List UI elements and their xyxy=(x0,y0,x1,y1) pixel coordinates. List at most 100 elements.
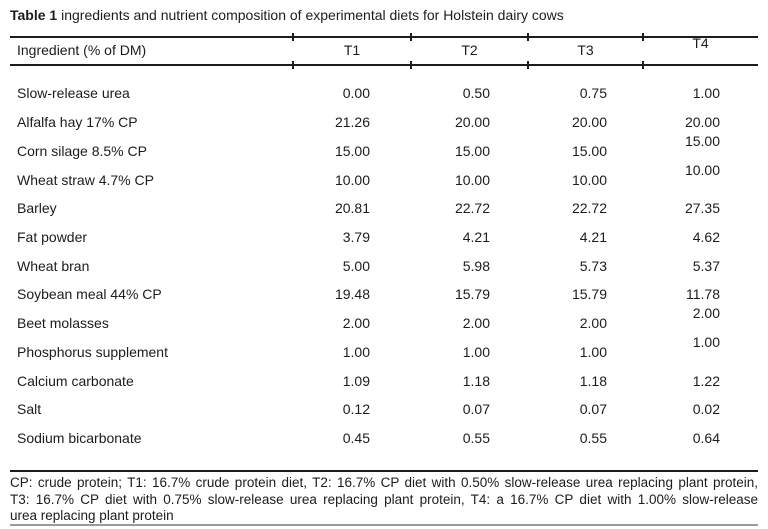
table-row: Corn silage 8.5% CP 15.00 15.00 15.00 15… xyxy=(10,132,758,165)
footnote-line: T3: 16.7% CP diet with 0.75% slow-releas… xyxy=(10,491,758,507)
table-row: Calcium carbonate 1.09 1.18 1.18 1.22 xyxy=(10,366,758,395)
value-cell-t3: 15.00 xyxy=(571,142,607,159)
value-cell-t1: 2.00 xyxy=(342,315,370,332)
value-cell-t1: 21.26 xyxy=(334,114,370,131)
value-cell-t1: 20.81 xyxy=(334,200,370,217)
value-cell-t4: 1.22 xyxy=(692,372,720,389)
table-row: Beet molasses 2.00 2.00 2.00 2.00 xyxy=(10,305,758,338)
value-cell-t3: 10.00 xyxy=(571,171,607,188)
value-cell-t3: 22.72 xyxy=(571,200,607,217)
value-cell-t2: 15.00 xyxy=(454,142,490,159)
value-cell-t3: 5.73 xyxy=(579,257,607,274)
ingredient-cell: Calcium carbonate xyxy=(17,372,134,389)
ingredient-cell: Wheat straw 4.7% CP xyxy=(17,171,154,188)
table-footnote: CP: crude protein; T1: 16.7% crude prote… xyxy=(10,475,758,525)
value-cell-t3: 20.00 xyxy=(571,114,607,131)
table-row: Phosphorus supplement 1.00 1.00 1.00 1.0… xyxy=(10,333,758,366)
table-row: Fat powder 3.79 4.21 4.21 4.62 xyxy=(10,223,758,252)
table-caption-text: ingredients and nutrient composition of … xyxy=(57,7,564,23)
table-row: Salt 0.12 0.07 0.07 0.02 xyxy=(10,395,758,424)
table-bottom-rule xyxy=(10,524,758,526)
column-header-t4: T4 xyxy=(692,35,709,51)
ingredient-cell: Barley xyxy=(17,200,57,217)
ingredient-cell: Corn silage 8.5% CP xyxy=(17,142,147,159)
ingredient-cell: Fat powder xyxy=(17,228,88,245)
value-cell-t3: 0.75 xyxy=(579,85,607,102)
value-cell-t2: 4.21 xyxy=(462,228,490,245)
footnote-line: CP: crude protein; T1: 16.7% crude prote… xyxy=(10,475,758,490)
footnote-line: urea replacing plant protein xyxy=(10,508,174,523)
value-cell-t1: 0.12 xyxy=(342,401,370,418)
value-cell-t4: 10.00 xyxy=(684,161,720,178)
column-divider-tick xyxy=(410,61,412,69)
column-header-t2: T2 xyxy=(461,42,478,58)
table-top-rule xyxy=(10,36,758,38)
ingredient-cell: Soybean meal 44% CP xyxy=(17,286,162,303)
value-cell-t2: 0.07 xyxy=(462,401,490,418)
value-cell-t4: 20.00 xyxy=(684,114,720,131)
value-cell-t4: 2.00 xyxy=(692,305,720,322)
value-cell-t2: 1.00 xyxy=(462,343,490,360)
table-row: Slow-release urea 0.00 0.50 0.75 1.00 xyxy=(10,79,758,108)
value-cell-t2: 15.79 xyxy=(454,286,490,303)
value-cell-t1: 10.00 xyxy=(334,171,370,188)
header-bottom-rule xyxy=(10,64,758,66)
value-cell-t3: 0.55 xyxy=(579,429,607,446)
table-row: Barley 20.81 22.72 22.72 27.35 xyxy=(10,194,758,223)
value-cell-t4: 5.37 xyxy=(692,257,720,274)
value-cell-t1: 0.00 xyxy=(342,85,370,102)
value-cell-t2: 0.55 xyxy=(462,429,490,446)
value-cell-t2: 20.00 xyxy=(454,114,490,131)
ingredient-cell: Salt xyxy=(17,401,42,418)
column-header-t3: T3 xyxy=(577,42,594,58)
value-cell-t1: 1.00 xyxy=(342,343,370,360)
value-cell-t1: 0.45 xyxy=(342,429,370,446)
ingredient-cell: Sodium bicarbonate xyxy=(17,429,142,446)
value-cell-t3: 4.21 xyxy=(579,228,607,245)
column-divider-tick xyxy=(292,61,294,69)
value-cell-t4: 27.35 xyxy=(684,200,720,217)
table-row: Wheat bran 5.00 5.98 5.73 5.37 xyxy=(10,251,758,280)
ingredient-cell: Beet molasses xyxy=(17,315,109,332)
table-caption: Table 1 ingredients and nutrient composi… xyxy=(10,7,564,23)
column-divider-tick xyxy=(642,61,644,69)
column-divider-tick xyxy=(527,33,529,41)
value-cell-t4: 15.00 xyxy=(684,132,720,149)
value-cell-t4: 1.00 xyxy=(692,333,720,350)
value-cell-t1: 19.48 xyxy=(334,286,370,303)
value-cell-t4: 0.64 xyxy=(692,429,720,446)
ingredient-cell: Slow-release urea xyxy=(17,85,130,102)
ingredient-cell: Alfalfa hay 17% CP xyxy=(17,114,138,131)
value-cell-t2: 10.00 xyxy=(454,171,490,188)
table-body: Slow-release urea 0.00 0.50 0.75 1.00 Al… xyxy=(10,79,758,452)
column-header-t1: T1 xyxy=(343,42,361,58)
value-cell-t3: 1.18 xyxy=(579,372,607,389)
value-cell-t2: 0.50 xyxy=(462,85,490,102)
value-cell-t1: 3.79 xyxy=(342,228,370,245)
column-divider-tick xyxy=(642,33,644,41)
value-cell-t2: 2.00 xyxy=(462,315,490,332)
value-cell-t1: 1.09 xyxy=(342,372,370,389)
column-divider-tick xyxy=(410,33,412,41)
table-row: Alfalfa hay 17% CP 21.26 20.00 20.00 20.… xyxy=(10,108,758,137)
value-cell-t2: 5.98 xyxy=(462,257,490,274)
value-cell-t3: 15.79 xyxy=(571,286,607,303)
column-header-ingredient: Ingredient (% of DM) xyxy=(17,42,147,58)
column-divider-tick xyxy=(292,33,294,41)
ingredient-cell: Wheat bran xyxy=(17,257,90,274)
table-header-row: Ingredient (% of DM) T1 T2 T3 T4 xyxy=(10,35,758,64)
value-cell-t3: 1.00 xyxy=(579,343,607,360)
value-cell-t3: 2.00 xyxy=(579,315,607,332)
value-cell-t4: 1.00 xyxy=(692,85,720,102)
value-cell-t1: 5.00 xyxy=(342,257,370,274)
column-divider-tick xyxy=(527,61,529,69)
table-row: Sodium bicarbonate 0.45 0.55 0.55 0.64 xyxy=(10,424,758,453)
value-cell-t4: 0.02 xyxy=(692,401,720,418)
table-caption-number: Table 1 xyxy=(10,7,58,23)
value-cell-t1: 15.00 xyxy=(334,142,370,159)
value-cell-t4: 4.62 xyxy=(692,228,720,245)
value-cell-t2: 22.72 xyxy=(454,200,490,217)
value-cell-t3: 0.07 xyxy=(579,401,607,418)
table-row: Wheat straw 4.7% CP 10.00 10.00 10.00 10… xyxy=(10,161,758,194)
